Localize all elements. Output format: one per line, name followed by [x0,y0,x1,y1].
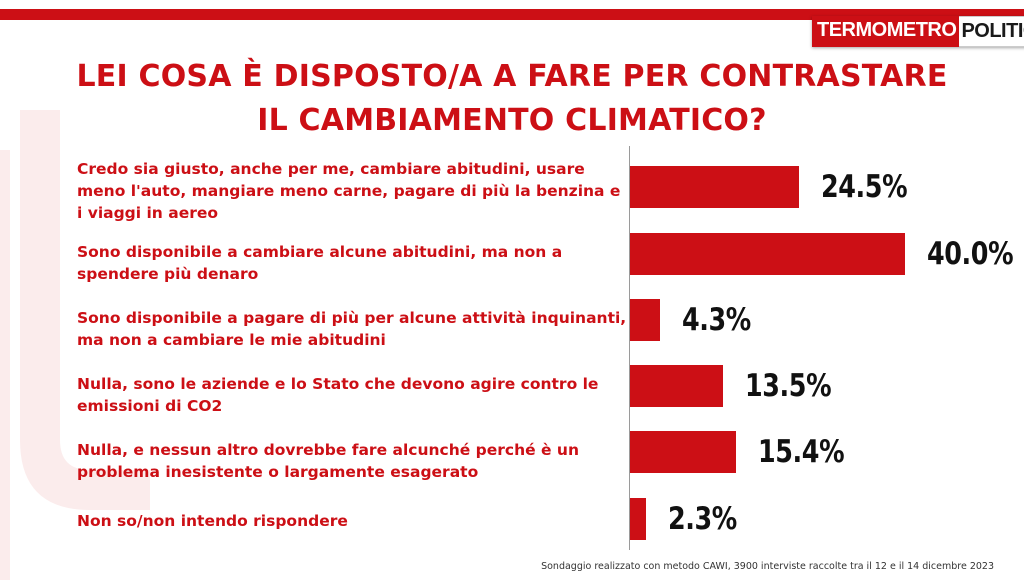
termometro-politico-logo: TERMOMETRO POLITICO [812,16,1024,47]
bar-value-label: 15.4% [757,434,845,470]
bar-6 [630,498,646,540]
bar-value-label: 24.5% [820,169,908,205]
bar-value-label: 4.3% [681,302,751,338]
chart-axis-line [629,146,630,550]
title-line-1: LEI COSA È DISPOSTO/A A FARE PER CONTRAS… [76,59,948,94]
category-label: Sono disponibile a pagare di più per alc… [77,309,627,349]
bar-value-label: 40.0% [927,236,1014,272]
chart-title: LEI COSA È DISPOSTO/A A FARE PER CONTRAS… [0,55,1024,143]
category-label: Credo sia giusto, anche per me, cambiare… [77,160,621,222]
bar-1 [630,166,799,208]
category-label: Nulla, e nessun altro dovrebbe fare alcu… [77,441,580,481]
bar-2 [630,233,906,275]
bar-3 [630,299,660,341]
category-label: Nulla, sono le aziende e lo Stato che de… [77,375,599,415]
survey-footnote: Sondaggio realizzato con metodo CAWI, 39… [541,561,994,572]
category-label: Sono disponibile a cambiare alcune abitu… [77,243,563,283]
logo-part-white: POLITICO [959,16,1024,47]
bar-4 [630,365,723,407]
bar-value-label: 13.5% [744,368,832,404]
title-line-2: IL CAMBIAMENTO CLIMATICO? [257,103,767,138]
bar-value-label: 2.3% [667,501,737,537]
top-accent-bar [0,9,1024,20]
logo-part-red: TERMOMETRO [812,16,960,47]
category-label: Non so/non intendo rispondere [77,512,348,530]
bar-5 [630,431,736,473]
